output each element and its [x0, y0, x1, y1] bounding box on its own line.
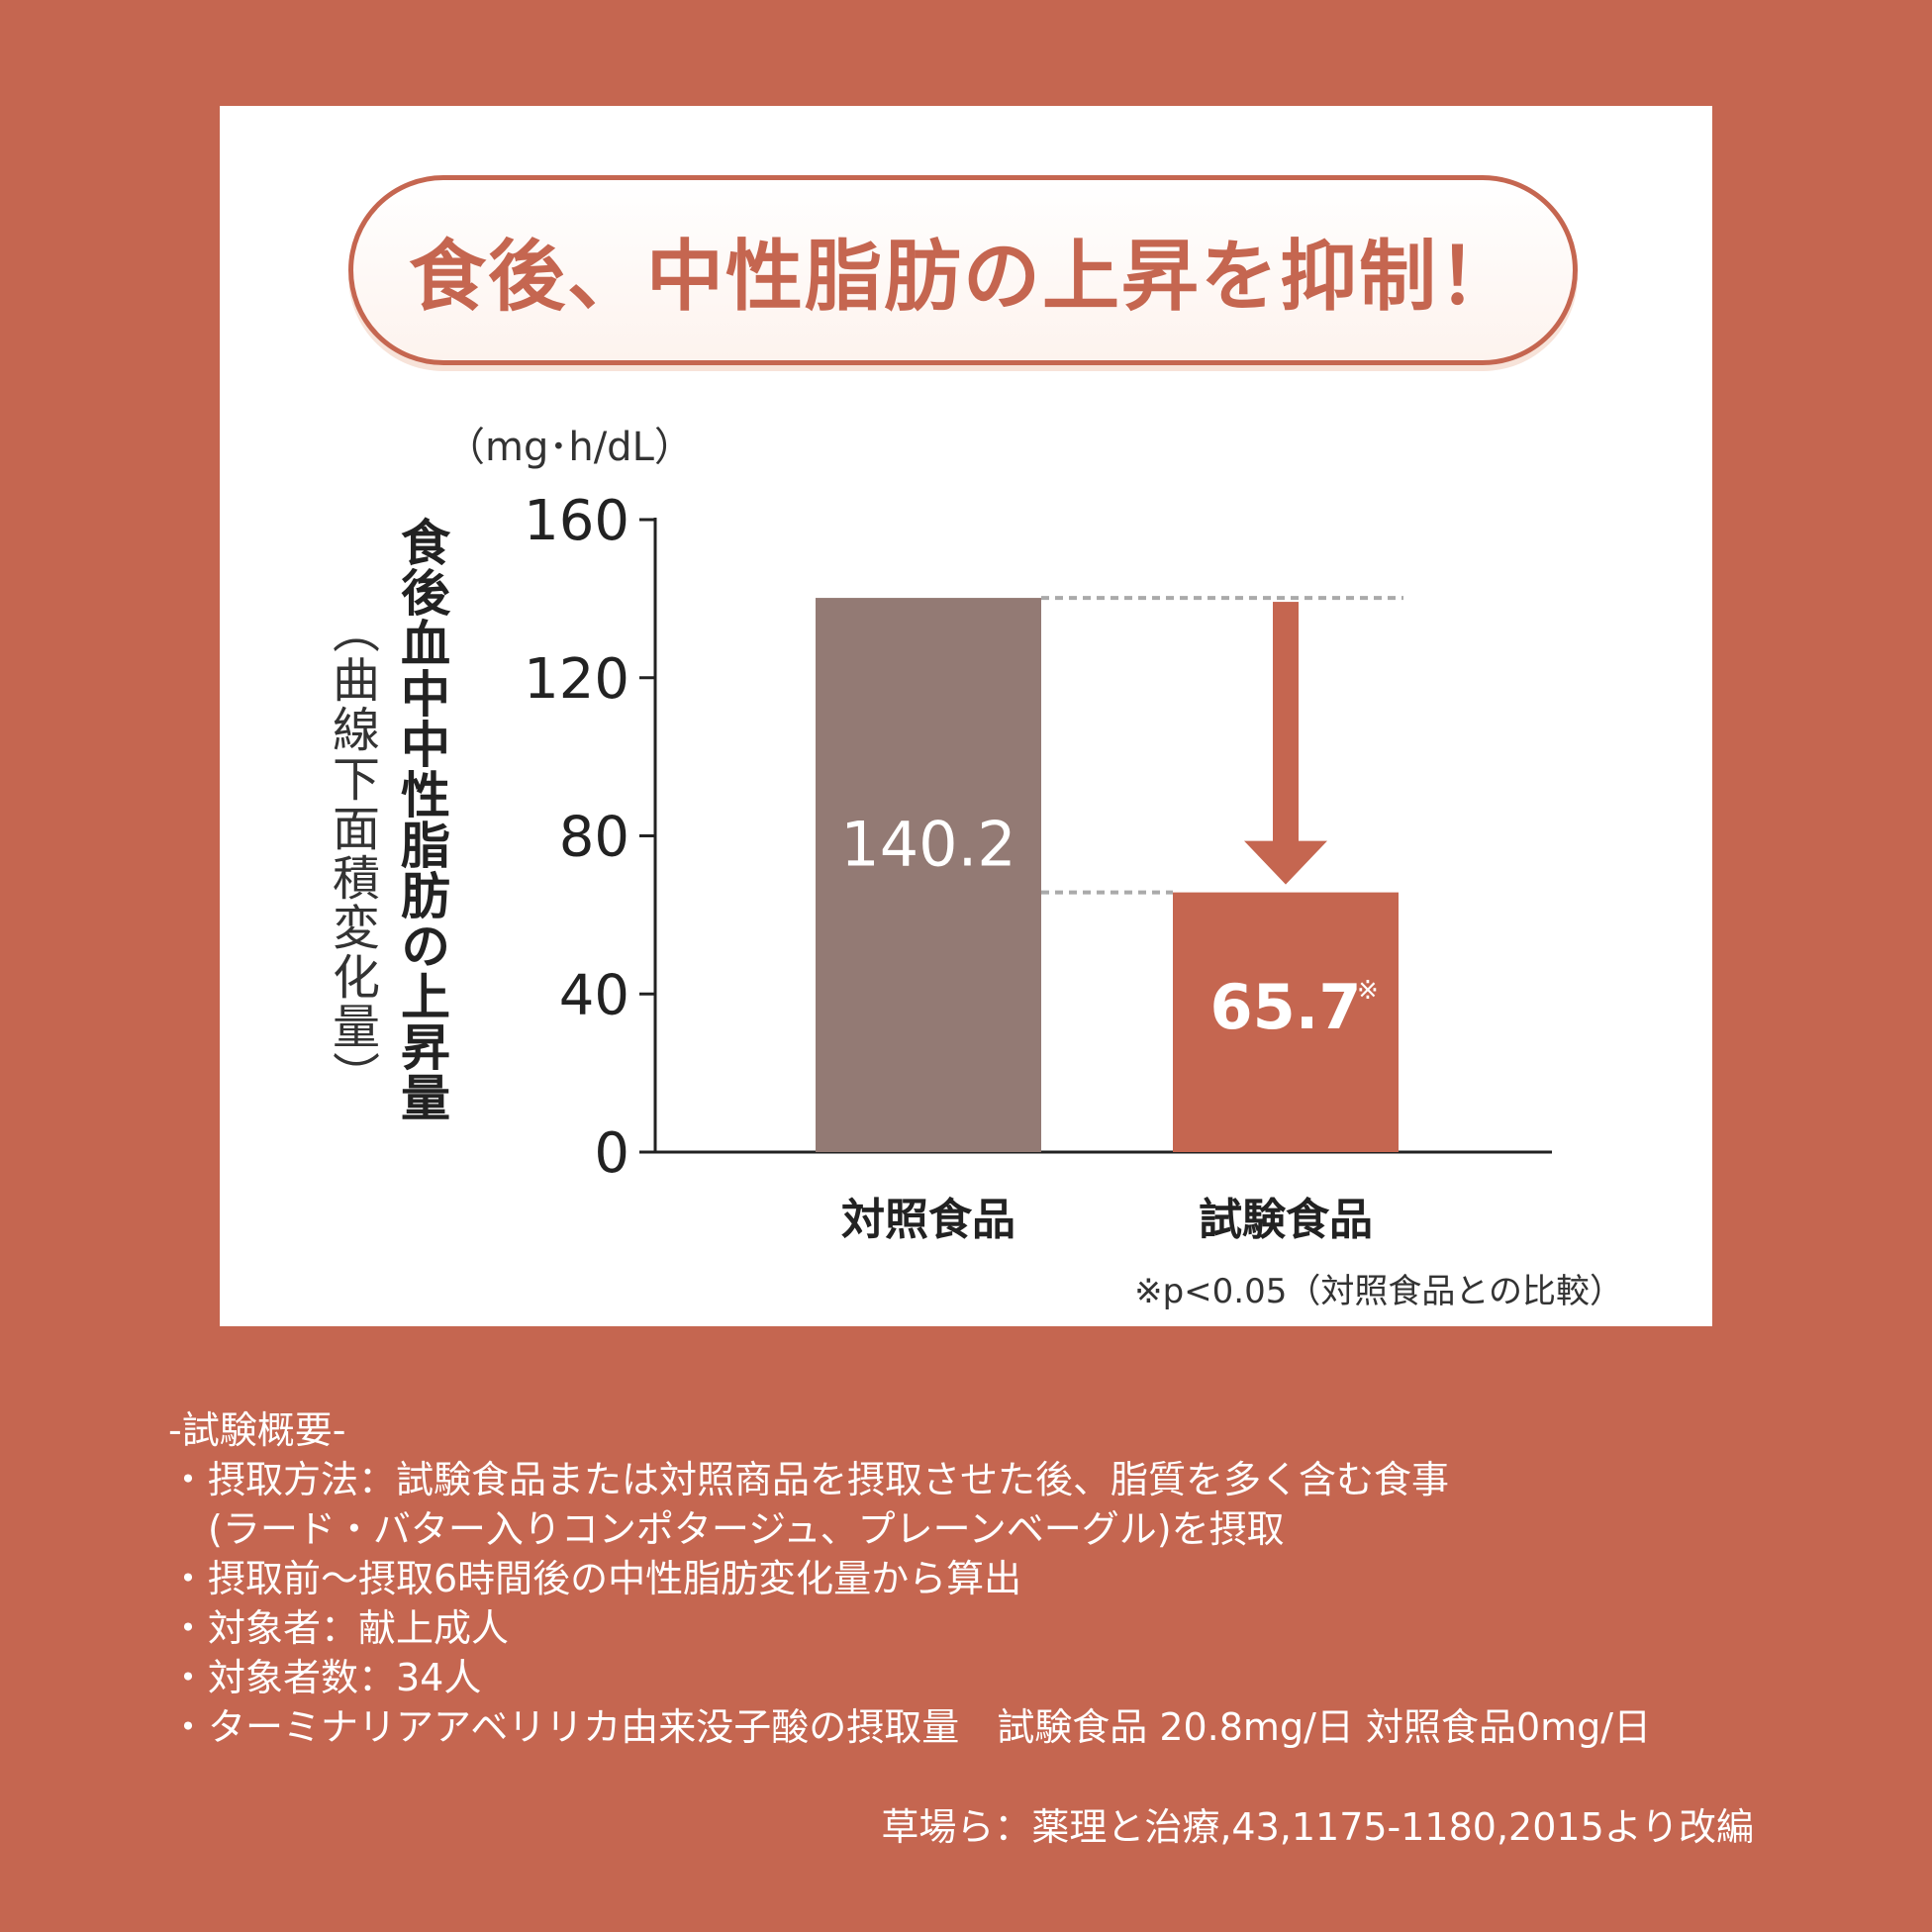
note-bullet: ・ [168, 1705, 207, 1749]
note-item: ・摂取前～摂取6時間後の中性脂肪変化量から算出 [168, 1554, 1772, 1603]
y-axis-label: 食後血中中性脂肪の上昇量 [393, 517, 450, 1122]
significance-mark: ※ [1357, 976, 1379, 1006]
note-text: (ラード・バター入りコンポタージュ、プレーンベーグル)を摂取 [208, 1507, 1285, 1551]
study-notes: -試験概要- ・摂取方法：試験食品または対照商品を摂取させた後、脂質を多く含む食… [168, 1405, 1772, 1752]
note-bullet [168, 1504, 208, 1554]
note-text: 対象者：献上成人 [208, 1606, 510, 1650]
significance-footnote: ※p<0.05（対照食品との比較） [1134, 1272, 1623, 1311]
note-text: ターミナリアアベリリカ由来没子酸の摂取量 試験食品 20.8mg/日 対照食品0… [208, 1705, 1652, 1749]
note-bullet: ・ [168, 1656, 207, 1699]
y-tick-label: 80 [559, 806, 629, 870]
note-text: 対象者数：34人 [208, 1656, 482, 1699]
note-item: ・対象者：献上成人 [168, 1603, 1772, 1653]
citation: 草場ら：薬理と治療,43,1175-1180,2015より改編 [881, 1805, 1754, 1849]
y-tick-label: 160 [524, 489, 629, 553]
arrow-shaft [1273, 602, 1299, 843]
note-bullet: ・ [168, 1606, 207, 1650]
category-label: 試験食品 [1199, 1195, 1373, 1245]
notes-heading: -試験概要- [168, 1408, 346, 1452]
note-item: (ラード・バター入りコンポタージュ、プレーンベーグル)を摂取 [168, 1504, 1772, 1554]
value-label: 65.7 [1210, 971, 1362, 1043]
note-bullet: ・ [168, 1458, 207, 1501]
bar [1173, 892, 1399, 1152]
y-tick-label: 0 [594, 1121, 629, 1186]
note-text: 摂取前～摂取6時間後の中性脂肪変化量から算出 [208, 1557, 1022, 1600]
notes-list: ・摂取方法：試験食品または対照商品を摂取させた後、脂質を多く含む食事 (ラード・バ… [168, 1455, 1772, 1752]
category-label: 対照食品 [841, 1195, 1015, 1245]
note-item: ・摂取方法：試験食品または対照商品を摂取させた後、脂質を多く含む食事 [168, 1455, 1772, 1504]
note-text: 摂取方法：試験食品または対照商品を摂取させた後、脂質を多く含む食事 [208, 1458, 1450, 1501]
note-bullet: ・ [168, 1557, 207, 1600]
unit-label: （mg･h/dL） [445, 425, 694, 470]
chart-title: 食後、中性脂肪の上昇を抑制！ [348, 175, 1578, 365]
chart-panel: 食後、中性脂肪の上昇を抑制！ （mg･h/dL） 食後血中中性脂肪の上昇量 （曲… [220, 106, 1712, 1326]
y-axis-sublabel: （曲線下面積変化量） [324, 606, 379, 1101]
note-item: ・ターミナリアアベリリカ由来没子酸の摂取量 試験食品 20.8mg/日 対照食品… [168, 1702, 1772, 1752]
bar-chart: 0 40 80 120 160 140.2 65.7※ 対照食品 試験食品 [524, 489, 1552, 1245]
y-tick-label: 120 [524, 647, 629, 712]
bar [816, 598, 1041, 1152]
arrow-head [1244, 840, 1327, 885]
value-label: 140.2 [840, 808, 1016, 880]
note-item: ・対象者数：34人 [168, 1653, 1772, 1702]
y-tick-label: 40 [559, 963, 629, 1027]
